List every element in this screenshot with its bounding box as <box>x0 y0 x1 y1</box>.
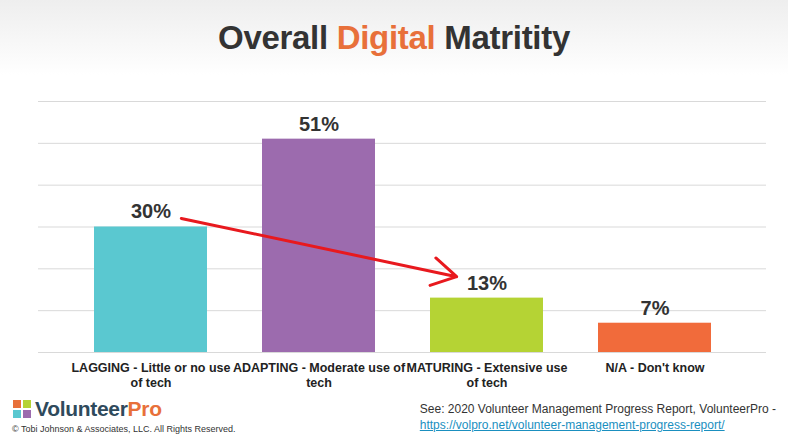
svg-text:LAGGING - Little or no useof t: LAGGING - Little or no useof tech <box>71 361 230 390</box>
html-text:https://volpro.net/volunteer-m: https://volpro.net/volunteer-management-… <box>419 418 725 432</box>
svg-text:MATURING - Extensive useof tec: MATURING - Extensive useof tech <box>407 361 568 390</box>
svg-text:30%: 30% <box>131 200 171 222</box>
svg-text:51%: 51% <box>299 113 339 135</box>
svg-text:ADAPTING - Moderate use oftech: ADAPTING - Moderate use oftech <box>233 361 406 390</box>
html-text:See: 2020 Volunteer Management: See: 2020 Volunteer Management Progress … <box>419 402 776 416</box>
html-text:Overall Digital Matritity: Overall Digital Matritity <box>218 18 570 56</box>
html-text:© Tobi Johnson & Associates, L: © Tobi Johnson & Associates, LLC. All Ri… <box>12 424 236 434</box>
svg-text:13%: 13% <box>467 272 507 294</box>
svg-text:N/A - Don't know: N/A - Don't know <box>605 361 704 375</box>
svg-text:7%: 7% <box>641 297 670 319</box>
html-text:Volunteer Pro: Volunteer Pro <box>35 397 162 420</box>
